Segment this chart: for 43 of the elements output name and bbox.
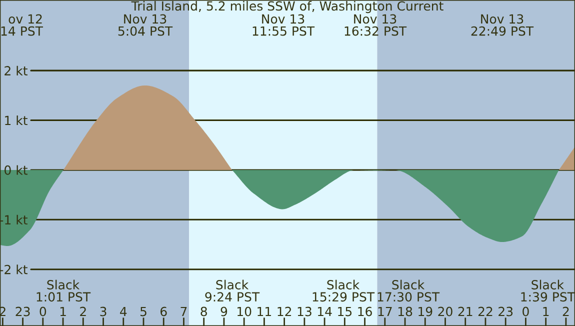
y-tick-label: 2 kt	[4, 66, 28, 76]
x-tick-label: 22	[478, 306, 492, 316]
y-tick-label: -1 kt	[0, 214, 28, 224]
x-tick-label: 0	[522, 306, 529, 316]
annotation: Slack 9:24 PST	[205, 280, 260, 302]
x-tick-label: 9	[220, 306, 228, 316]
annotation: Slack 15:29 PST	[312, 280, 375, 302]
x-tick-label: 8	[200, 306, 207, 316]
x-tick-label: 23	[16, 306, 30, 316]
annotation: Nov 13 22:49 PST	[471, 14, 534, 36]
annotation: Nov 13 16:32 PST	[344, 14, 407, 36]
x-tick-label: 13	[298, 306, 312, 316]
annotation: ov 12 14 PST	[1, 14, 44, 36]
x-tick-label: 7	[180, 306, 187, 316]
x-tick-label: 12	[278, 306, 292, 316]
x-tick-label: 2	[80, 306, 86, 316]
x-tick-label: 10	[238, 306, 252, 316]
x-tick-label: 23	[498, 306, 513, 316]
x-tick-label: 5	[140, 306, 146, 316]
x-tick-label: 18	[398, 306, 412, 316]
annotation: Nov 13 11:55 PST	[252, 14, 315, 36]
x-tick-label: 21	[458, 306, 472, 316]
x-tick-label: 1	[543, 306, 549, 316]
chart-title: Trial Island, 5.2 miles SSW of, Washington Current	[131, 1, 444, 14]
x-tick-label: 6	[160, 306, 167, 316]
x-tick-label: 16	[358, 306, 372, 316]
annotation: Slack 1:01 PST	[36, 280, 91, 302]
x-tick-label: 15	[338, 306, 352, 316]
x-tick-label: 0	[40, 306, 46, 316]
x-tick-label: 3	[100, 306, 106, 316]
x-tick-label: 17	[378, 306, 392, 316]
x-tick-label: 20	[438, 306, 452, 316]
x-tick-label: 1	[60, 306, 66, 316]
annotation: Nov 13 5:04 PST	[118, 14, 173, 36]
x-tick-label: 2	[562, 306, 569, 316]
annotation: Slack 1:39 PST	[521, 280, 575, 302]
x-tick-label: 11	[258, 306, 271, 316]
y-tick-label: -2 kt	[0, 264, 28, 274]
x-tick-label: 19	[418, 306, 432, 316]
y-tick-label: 1 kt	[5, 116, 28, 126]
x-tick-label: 4	[120, 306, 127, 316]
annotation: Slack 17:30 PST	[378, 280, 440, 302]
x-tick-label: 14	[318, 306, 332, 316]
